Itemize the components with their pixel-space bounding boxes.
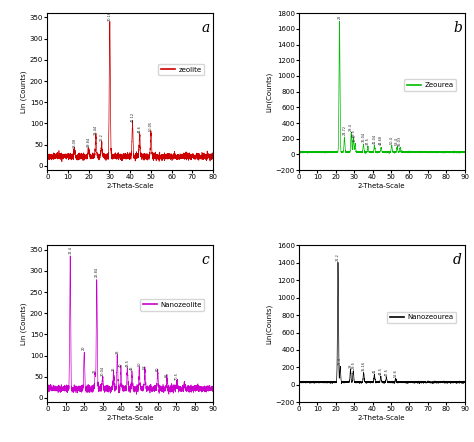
Text: 55.03: 55.03 <box>398 136 402 146</box>
Text: 28: 28 <box>348 363 353 368</box>
Text: d: d <box>453 253 462 267</box>
Text: 47.5: 47.5 <box>384 368 388 376</box>
Text: 50: 50 <box>137 361 141 366</box>
Text: 44.6: 44.6 <box>137 126 142 133</box>
Text: 41: 41 <box>373 368 376 373</box>
Text: 26.2: 26.2 <box>100 133 104 141</box>
Text: 44.5: 44.5 <box>379 367 383 375</box>
Text: 23.44: 23.44 <box>94 125 98 135</box>
Text: 50.4: 50.4 <box>390 136 394 144</box>
Text: 52.6: 52.6 <box>394 369 398 377</box>
Text: 22.4: 22.4 <box>338 357 342 365</box>
Text: 35.16: 35.16 <box>362 361 365 371</box>
Text: 41.12: 41.12 <box>130 111 135 122</box>
Text: 70.5: 70.5 <box>175 372 179 380</box>
Text: 44.68: 44.68 <box>379 135 383 145</box>
Legend: Nanozeourea: Nanozeourea <box>387 312 456 323</box>
Text: 43.5: 43.5 <box>126 359 129 367</box>
Text: 24.72: 24.72 <box>342 125 346 135</box>
Text: 37.5: 37.5 <box>366 137 370 145</box>
Legend: zeolite: zeolite <box>158 64 204 75</box>
Text: 22: 22 <box>337 15 341 19</box>
X-axis label: 2-Theta-Scale: 2-Theta-Scale <box>358 415 406 421</box>
Text: 19.84: 19.84 <box>86 137 91 147</box>
Legend: Nanozeolite: Nanozeolite <box>140 299 204 311</box>
Text: 38: 38 <box>115 349 119 354</box>
Text: 35.04: 35.04 <box>362 132 365 142</box>
Text: 28.4: 28.4 <box>349 123 353 130</box>
Text: 30.16: 30.16 <box>108 11 112 21</box>
X-axis label: 2-Theta-Scale: 2-Theta-Scale <box>106 415 154 421</box>
Text: 29.5: 29.5 <box>351 129 355 137</box>
Text: 12.4: 12.4 <box>68 246 72 254</box>
Text: 36: 36 <box>111 366 116 371</box>
Text: 53.4: 53.4 <box>395 137 399 145</box>
Text: 21.2: 21.2 <box>336 253 340 261</box>
Legend: Zeourea: Zeourea <box>404 80 456 91</box>
Text: 26: 26 <box>93 368 97 373</box>
Text: 30.5: 30.5 <box>353 133 357 141</box>
Y-axis label: Lin (Counts): Lin (Counts) <box>20 70 27 113</box>
Text: 13.08: 13.08 <box>73 138 76 148</box>
Text: 29.5: 29.5 <box>351 361 355 369</box>
Text: c: c <box>201 253 209 267</box>
X-axis label: 2-Theta-Scale: 2-Theta-Scale <box>106 183 154 189</box>
Text: 30.04: 30.04 <box>100 366 105 376</box>
Text: b: b <box>453 21 462 35</box>
X-axis label: 2-Theta-Scale: 2-Theta-Scale <box>358 183 406 189</box>
Text: 60: 60 <box>156 366 160 371</box>
Text: 53: 53 <box>143 364 147 369</box>
Text: 40: 40 <box>119 363 123 367</box>
Text: 41.04: 41.04 <box>373 134 376 144</box>
Y-axis label: Lin (Counts): Lin (Counts) <box>20 303 27 345</box>
Text: a: a <box>201 21 210 35</box>
Y-axis label: Lin(Counts): Lin(Counts) <box>266 304 273 344</box>
Text: 26.84: 26.84 <box>95 267 99 277</box>
Text: 65: 65 <box>165 373 169 377</box>
Text: 46: 46 <box>130 366 134 370</box>
Text: 20: 20 <box>82 346 86 351</box>
Text: 50.05: 50.05 <box>149 121 153 131</box>
Y-axis label: Lin(Counts): Lin(Counts) <box>266 72 273 112</box>
